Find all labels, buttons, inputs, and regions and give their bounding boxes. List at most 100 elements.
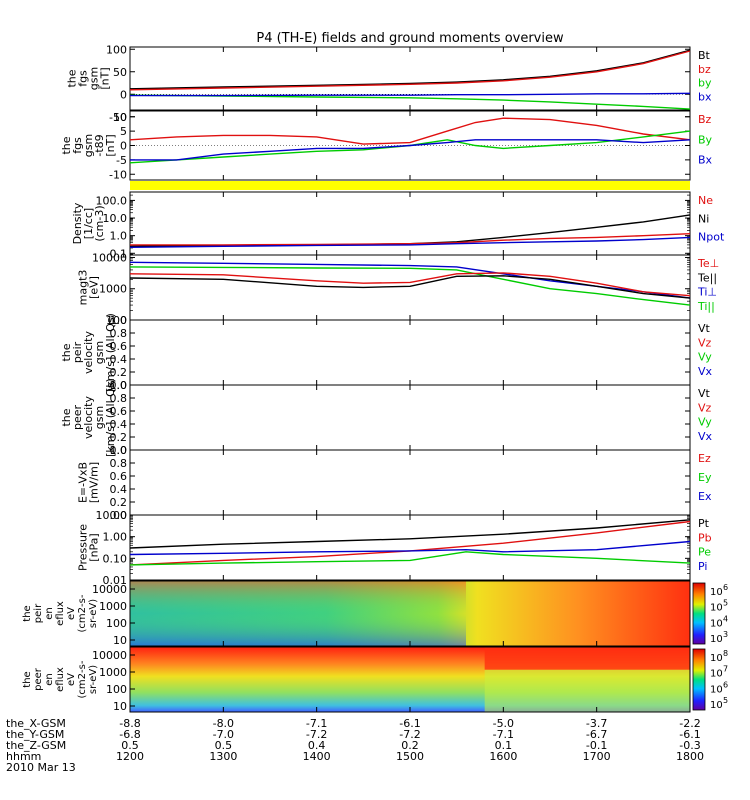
y-tick-label: 5 xyxy=(120,125,127,138)
series-line-Ti xyxy=(129,266,691,306)
y-axis-label: [eV] xyxy=(88,276,101,299)
legend-Ti: Ti|| xyxy=(697,300,715,313)
y-tick-label: 0.0 xyxy=(110,379,128,392)
y-axis-label: gsm xyxy=(82,134,95,157)
y-tick-label: -50 xyxy=(109,111,127,124)
legend-Bz: Bz xyxy=(698,113,712,126)
y-axis-label: [mV/m] xyxy=(88,462,101,503)
colorbar-label: 10 xyxy=(710,669,723,680)
legend-Pt: Pt xyxy=(698,517,710,530)
yellow-band xyxy=(130,181,690,190)
y-axis-label: the xyxy=(22,671,33,687)
y-tick-label: 0.10 xyxy=(103,552,128,565)
y-axis-label: sr-eV) xyxy=(88,665,99,694)
spectrogram-overlay xyxy=(484,669,690,712)
panel-frame xyxy=(129,514,691,581)
colorbar-label: 10 xyxy=(710,653,723,664)
legend-bx: bx xyxy=(698,90,712,103)
series-line-Te xyxy=(129,275,691,299)
series-line-Te xyxy=(129,272,691,297)
y-tick-label: 0.2 xyxy=(110,431,128,444)
series-line-bz xyxy=(129,50,691,91)
y-axis-label: [1/cc] xyxy=(82,208,95,239)
legend-Vy: Vy xyxy=(698,416,712,429)
series-line-Pi xyxy=(129,540,691,556)
y-tick-label: 10.0 xyxy=(103,212,128,225)
y-tick-label: 0.6 xyxy=(110,340,128,353)
legend-Te: Te|| xyxy=(697,271,717,284)
y-axis-label: [nT] xyxy=(104,134,117,156)
colorbar-exponent: 6 xyxy=(723,583,728,592)
ephemeris-row-label: hhmm xyxy=(6,750,41,763)
series-line-Npot xyxy=(129,236,691,248)
series-line-Pt xyxy=(129,519,691,549)
y-tick-label: 10000 xyxy=(92,251,127,264)
ephemeris-value: -7.2 xyxy=(306,728,327,741)
y-axis-label: velocity xyxy=(82,331,95,374)
colorbar-label: 10 xyxy=(710,587,723,598)
y-axis-label: gsm xyxy=(88,67,101,90)
date-label: 2010 Mar 13 xyxy=(6,761,76,774)
panel-frame xyxy=(129,46,691,111)
legend-Te: Te⊥ xyxy=(697,257,719,270)
colorbar-label: 10 xyxy=(710,618,723,629)
legend-Ez: Ez xyxy=(698,452,711,465)
ephemeris-value: 1400 xyxy=(303,750,331,763)
y-axis-label: eV xyxy=(66,607,77,620)
colorbar-exponent: 7 xyxy=(723,665,728,674)
y-axis-label: -t89 xyxy=(93,134,106,156)
y-axis-label: the xyxy=(22,605,33,621)
panel-peer-velocity: 1.00.80.60.40.20.0thepeervelocitygsm[km/… xyxy=(60,378,713,457)
legend-bz: bz xyxy=(698,63,711,76)
y-tick-label: 10000 xyxy=(92,649,127,662)
y-axis-label: [km/s] (All Qs) xyxy=(104,378,117,457)
ephemeris-value: 1200 xyxy=(116,750,144,763)
y-axis-label: peir xyxy=(71,341,84,363)
ephemeris-value: 1500 xyxy=(396,750,424,763)
series-line-Ni xyxy=(129,214,691,247)
panel-temperature: 10000 1000 100 magt3[eV] Te⊥Te|| Ti⊥Ti|| xyxy=(77,251,720,327)
y-tick-label: 0.6 xyxy=(110,470,128,483)
series-line-Pe xyxy=(129,551,691,566)
y-tick-label: 1000 xyxy=(99,600,127,613)
ephemeris-value: 1600 xyxy=(489,750,517,763)
panel-frame xyxy=(129,384,691,451)
y-tick-label: 0.2 xyxy=(110,366,128,379)
y-axis-label: [nPa] xyxy=(88,533,101,561)
y-tick-label: 0.6 xyxy=(110,405,128,418)
y-axis-label: (cm2-s- xyxy=(77,660,88,698)
ephemeris-value: -0.3 xyxy=(679,739,700,752)
ephemeris-value: 0.4 xyxy=(308,739,326,752)
legend-Vz: Vz xyxy=(698,401,712,414)
y-tick-label: 0.8 xyxy=(110,457,128,470)
legend-Ex: Ex xyxy=(698,490,712,503)
ephemeris-value: -6.7 xyxy=(586,728,607,741)
legend-Ti: Ti⊥ xyxy=(697,286,717,299)
colorbar-exponent: 5 xyxy=(723,696,728,705)
y-tick-label: 0 xyxy=(120,140,127,153)
y-tick-label: 0.1 xyxy=(110,247,128,260)
y-tick-label: 0.0 xyxy=(110,509,128,522)
y-tick-label: 0.4 xyxy=(110,353,128,366)
legend-Vt: Vt xyxy=(698,322,711,335)
ephemeris-row-label: the_Y-GSM xyxy=(6,728,64,741)
ephemeris-row-label: the_X-GSM xyxy=(6,717,66,730)
series-line-Bz xyxy=(129,117,691,145)
ephemeris-value: -6.8 xyxy=(119,728,140,741)
y-axis-label: gsm xyxy=(93,341,106,364)
colorbar-label: 10 xyxy=(710,700,723,711)
y-axis-label: the xyxy=(60,136,73,154)
series-line-by xyxy=(129,94,691,110)
legend-Ey: Ey xyxy=(698,471,712,484)
y-axis-label: en xyxy=(44,607,55,620)
y-axis-label: [nT] xyxy=(99,67,112,89)
ephemeris-value: 1700 xyxy=(583,750,611,763)
y-axis-label: eV xyxy=(66,673,77,686)
y-axis-label: sr-eV) xyxy=(88,599,99,628)
ephemeris-value: -0.1 xyxy=(586,739,607,752)
spectrogram-peer-eflux: 10000 1000 100 10 the peer en eflux eV (cm2-s-sr-… xyxy=(22,646,728,713)
y-axis-label: peir xyxy=(33,603,44,623)
y-tick-label: 1000 xyxy=(99,666,127,679)
